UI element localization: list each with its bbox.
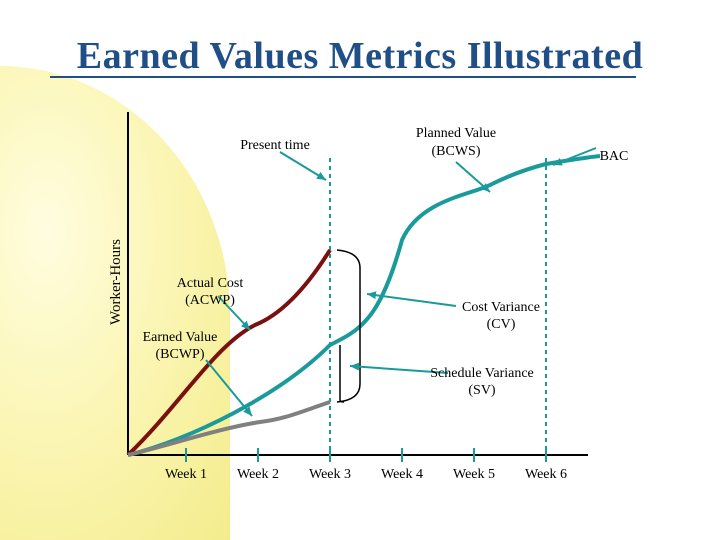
title-underline <box>50 76 636 78</box>
cost-variance-sublabel: (CV) <box>487 317 516 332</box>
week-label-5: Week 5 <box>453 467 495 482</box>
actual-cost-sublabel: (ACWP) <box>185 293 235 308</box>
cost-variance-bracket <box>336 249 361 403</box>
cost-variance-arrow <box>366 291 457 307</box>
schedule-variance-bracket <box>339 345 345 403</box>
bac-label: BAC <box>600 149 629 164</box>
week-label-6: Week 6 <box>525 467 567 482</box>
present-time-label: Present time <box>240 138 310 153</box>
week-label-4: Week 4 <box>381 467 423 482</box>
earned-value-sublabel: (BCWP) <box>156 347 205 362</box>
schedule-variance-arrow <box>349 362 449 374</box>
actual-cost-curve <box>126 248 332 457</box>
schedule-variance-label: Schedule Variance <box>430 366 534 381</box>
schedule-variance-sublabel: (SV) <box>468 383 496 398</box>
planned-value-sublabel: (BCWS) <box>432 144 481 159</box>
actual-cost-label: Actual Cost <box>177 276 244 291</box>
planned-value-curve <box>127 154 601 457</box>
week-label-1: Week 1 <box>165 467 207 482</box>
slide-title: Earned Values Metrics Illustrated <box>76 35 644 77</box>
cost-variance-label: Cost Variance <box>462 300 540 315</box>
y-axis-label: Worker-Hours <box>108 239 124 325</box>
bac-arrow <box>552 147 597 166</box>
planned-value-label: Planned Value <box>416 126 496 141</box>
planned-value-arrow <box>455 161 491 193</box>
earned-value-label: Earned Value <box>143 330 218 345</box>
week-label-3: Week 3 <box>309 467 351 482</box>
present-time-arrow <box>279 151 327 181</box>
week-label-2: Week 2 <box>237 467 279 482</box>
actual-cost-arrow <box>217 295 251 331</box>
earned-value-curve <box>127 400 331 457</box>
earned-value-arrow <box>205 359 253 417</box>
